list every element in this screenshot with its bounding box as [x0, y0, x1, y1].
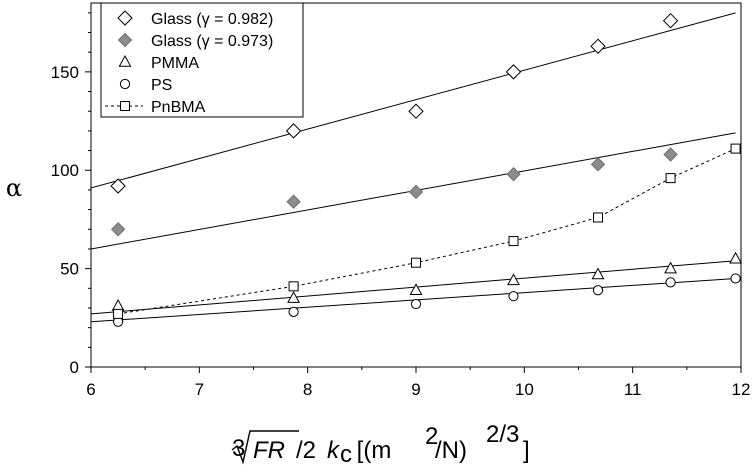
series-1-point-5: [663, 147, 678, 162]
series-0-point-2: [408, 103, 424, 119]
x-tick-label-3: 9: [411, 380, 420, 399]
series-4-point-6: [730, 143, 741, 154]
legend-marker-1: [117, 32, 133, 48]
x-title-close: ]: [523, 437, 530, 464]
series-0-point-3: [505, 64, 522, 80]
legend-label-0: Glass (γ = 0.982): [151, 11, 273, 28]
series-1-point-3: [506, 166, 521, 182]
connect-line-4: [118, 148, 736, 315]
x-tick-label-6: 12: [732, 380, 751, 399]
legend-label-3: PS: [151, 77, 172, 94]
series-0-point-5: [662, 13, 679, 29]
series-2-point-5: [664, 261, 678, 274]
series-4-point-5: [665, 173, 676, 184]
series-3-point-5: [665, 277, 676, 288]
x-title-mid: /2: [296, 437, 316, 464]
fit-line-0: [91, 12, 736, 189]
legend-label-2: PMMA: [151, 55, 199, 72]
x-tick-label-5: 11: [624, 380, 642, 399]
data-marks: [110, 13, 743, 327]
series-0-point-0: [110, 178, 126, 194]
series-2-point-2: [409, 283, 423, 295]
series-4-point-3: [508, 236, 519, 247]
series-3-point-3: [508, 291, 519, 302]
series-4-point-0: [113, 308, 124, 319]
x-title-exp2: 2/3: [486, 421, 519, 448]
x-title-exp1: 2: [425, 423, 438, 450]
x-title-k: k: [327, 437, 341, 464]
series-2-point-4: [591, 267, 605, 280]
series-4-point-2: [411, 257, 421, 268]
series-1-point-1: [286, 194, 301, 209]
x-tick-label-1: 7: [195, 380, 204, 399]
x-tick-label-2: 8: [303, 380, 312, 399]
series-4-point-4: [593, 212, 603, 223]
y-axis-title: α: [6, 174, 22, 202]
x-title-radicand: FR: [253, 437, 285, 464]
series-3-point-1: [288, 306, 299, 318]
x-title-k-sub: c: [340, 441, 352, 468]
series-0-point-1: [285, 123, 302, 139]
y-tick-label-1: 50: [60, 260, 79, 279]
series-4-point-1: [288, 281, 299, 292]
series-0-point-4: [590, 38, 606, 54]
y-tick-label-0: 0: [70, 358, 79, 377]
series-3-point-6: [730, 273, 741, 284]
y-tick-label-3: 150: [51, 63, 79, 82]
legend-marker-2: [118, 54, 132, 67]
x-tick-label-0: 6: [86, 380, 95, 399]
series-1-point-0: [110, 222, 126, 237]
fit-line-2: [91, 260, 736, 315]
axes: 6 7 8 9 10 11 12 0 50 100 150: [51, 2, 751, 399]
series-3-point-2: [410, 298, 422, 310]
legend-label-1: Glass (γ = 0.973): [151, 33, 273, 50]
series-2-point-6: [729, 251, 743, 264]
legend-marker-3: [119, 78, 131, 90]
x-tick-label-4: 10: [515, 380, 534, 399]
legend: Glass (γ = 0.982) Glass (γ = 0.973) PMMA PS…: [100, 2, 304, 118]
x-title-slash: /N): [435, 437, 467, 464]
series-2-point-0: [111, 298, 125, 311]
legend-marker-0: [117, 10, 133, 26]
series-2-point-1: [287, 291, 301, 303]
series-1-point-2: [408, 184, 424, 200]
legend-label-4: PnBMA: [151, 99, 206, 116]
legend-marker-4: [120, 101, 130, 111]
series-1-point-4: [590, 157, 606, 172]
y-tick-label-2: 100: [51, 161, 79, 180]
x-title-open: [(m: [350, 437, 391, 464]
series-3-point-4: [592, 285, 604, 296]
series-2-point-3: [507, 273, 520, 286]
legend-box: [100, 2, 304, 118]
radical-sign: [231, 430, 299, 465]
x-axis-title: 3 FR /2 k c [(m 2 /N) 2/3 ]: [231, 421, 530, 468]
